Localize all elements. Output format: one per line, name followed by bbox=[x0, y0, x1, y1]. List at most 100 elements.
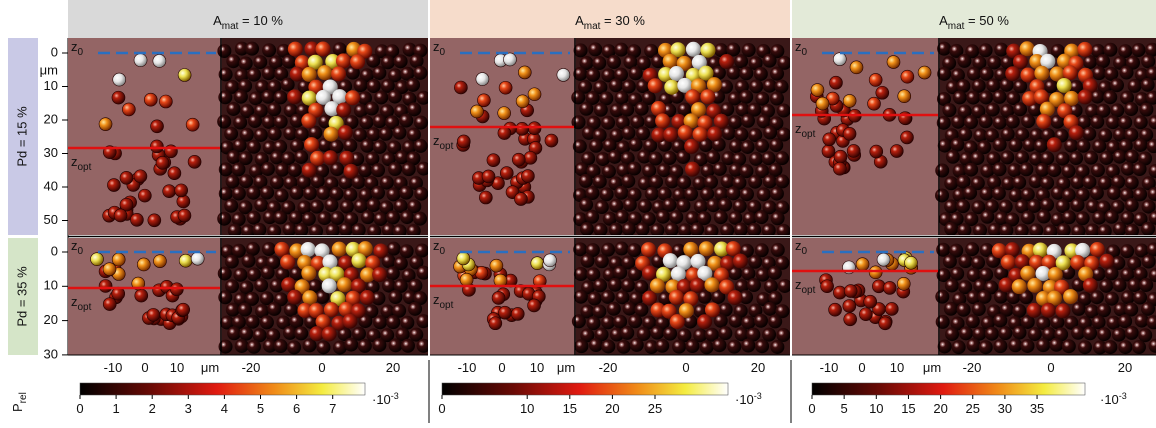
sphere bbox=[283, 103, 298, 118]
sphere bbox=[329, 186, 344, 201]
sphere bbox=[732, 175, 747, 190]
sphere bbox=[993, 339, 1008, 354]
sphere bbox=[770, 339, 785, 354]
sphere bbox=[668, 289, 684, 305]
sphere bbox=[572, 139, 587, 154]
sphere bbox=[700, 42, 716, 58]
sphere bbox=[177, 68, 192, 82]
sphere bbox=[734, 279, 749, 294]
sphere bbox=[585, 90, 600, 105]
row-header: Pd = 35 % bbox=[14, 266, 29, 327]
sphere bbox=[728, 210, 743, 225]
zopt-label: zopt bbox=[433, 133, 454, 152]
sphere bbox=[380, 78, 395, 93]
sphere bbox=[971, 104, 986, 119]
sphere bbox=[283, 126, 298, 141]
column-header-rest: = 50 % bbox=[964, 13, 1009, 28]
sphere bbox=[649, 174, 664, 189]
sphere bbox=[615, 290, 630, 305]
sphere bbox=[475, 72, 490, 86]
sphere bbox=[753, 66, 768, 81]
sphere bbox=[714, 241, 730, 257]
sphere bbox=[573, 267, 588, 282]
sphere bbox=[684, 161, 700, 177]
sphere bbox=[1077, 41, 1093, 57]
sphere bbox=[269, 150, 284, 165]
sphere bbox=[234, 41, 249, 56]
sphere bbox=[1000, 254, 1016, 270]
sphere bbox=[322, 150, 338, 166]
sphere bbox=[386, 187, 401, 202]
sphere bbox=[669, 314, 685, 330]
z0-label-base: z bbox=[433, 238, 440, 253]
sphere bbox=[952, 188, 967, 203]
sphere bbox=[167, 166, 182, 181]
sphere bbox=[987, 175, 1002, 190]
sphere bbox=[413, 291, 428, 306]
sphere bbox=[600, 289, 615, 304]
sphere bbox=[1090, 114, 1105, 129]
sphere bbox=[1036, 316, 1051, 331]
colorbar-tick-label: 0 bbox=[76, 401, 83, 416]
x-tick-label: 0 bbox=[141, 360, 148, 375]
sphere bbox=[1035, 290, 1051, 306]
sphere bbox=[273, 210, 288, 225]
x-tick-label: 20 bbox=[1118, 360, 1132, 375]
sphere bbox=[310, 150, 326, 166]
sphere bbox=[1049, 337, 1064, 352]
sphere bbox=[609, 198, 624, 213]
sphere bbox=[711, 289, 726, 304]
sphere bbox=[1007, 163, 1022, 178]
sphere bbox=[330, 291, 346, 307]
sphere bbox=[259, 291, 274, 306]
zopt-label: zopt bbox=[795, 277, 816, 296]
sphere bbox=[613, 314, 628, 329]
sphere bbox=[380, 55, 395, 70]
sphere bbox=[767, 265, 782, 280]
sphere bbox=[1077, 89, 1093, 105]
colorbar-tick-label: 25 bbox=[966, 401, 980, 416]
sphere bbox=[608, 277, 623, 292]
sphere bbox=[599, 91, 614, 106]
sphere bbox=[1070, 175, 1085, 190]
sphere bbox=[971, 302, 986, 317]
sphere bbox=[387, 89, 402, 104]
sphere bbox=[402, 91, 417, 106]
sphere bbox=[287, 41, 303, 57]
sphere bbox=[676, 198, 691, 213]
sphere bbox=[683, 291, 699, 307]
sphere bbox=[878, 316, 892, 331]
sphere bbox=[1145, 42, 1156, 57]
sphere bbox=[253, 174, 268, 189]
sphere bbox=[594, 200, 609, 215]
sphere bbox=[692, 176, 707, 191]
sphere bbox=[992, 115, 1007, 130]
sphere bbox=[402, 140, 417, 155]
x-tick-label: 0 bbox=[498, 360, 505, 375]
sphere bbox=[739, 66, 754, 81]
sphere bbox=[677, 77, 693, 93]
sphere bbox=[1020, 265, 1036, 281]
sphere bbox=[704, 302, 720, 318]
sphere bbox=[331, 66, 347, 82]
sphere bbox=[770, 44, 785, 59]
sphere bbox=[685, 211, 700, 226]
sphere bbox=[372, 338, 387, 353]
sphere bbox=[699, 340, 714, 355]
sphere bbox=[1124, 198, 1139, 213]
sphere bbox=[635, 222, 650, 235]
sphere bbox=[1099, 150, 1114, 165]
sphere bbox=[900, 69, 915, 84]
sphere bbox=[1013, 102, 1028, 117]
sphere bbox=[388, 338, 403, 353]
sphere bbox=[1089, 241, 1105, 257]
sphere bbox=[1124, 325, 1139, 340]
sphere bbox=[978, 43, 993, 58]
sphere bbox=[621, 174, 636, 189]
sphere bbox=[868, 73, 883, 87]
sphere bbox=[651, 54, 666, 69]
sphere bbox=[963, 140, 978, 155]
sphere bbox=[1055, 151, 1070, 166]
sphere bbox=[979, 90, 994, 105]
sphere bbox=[1005, 212, 1020, 227]
